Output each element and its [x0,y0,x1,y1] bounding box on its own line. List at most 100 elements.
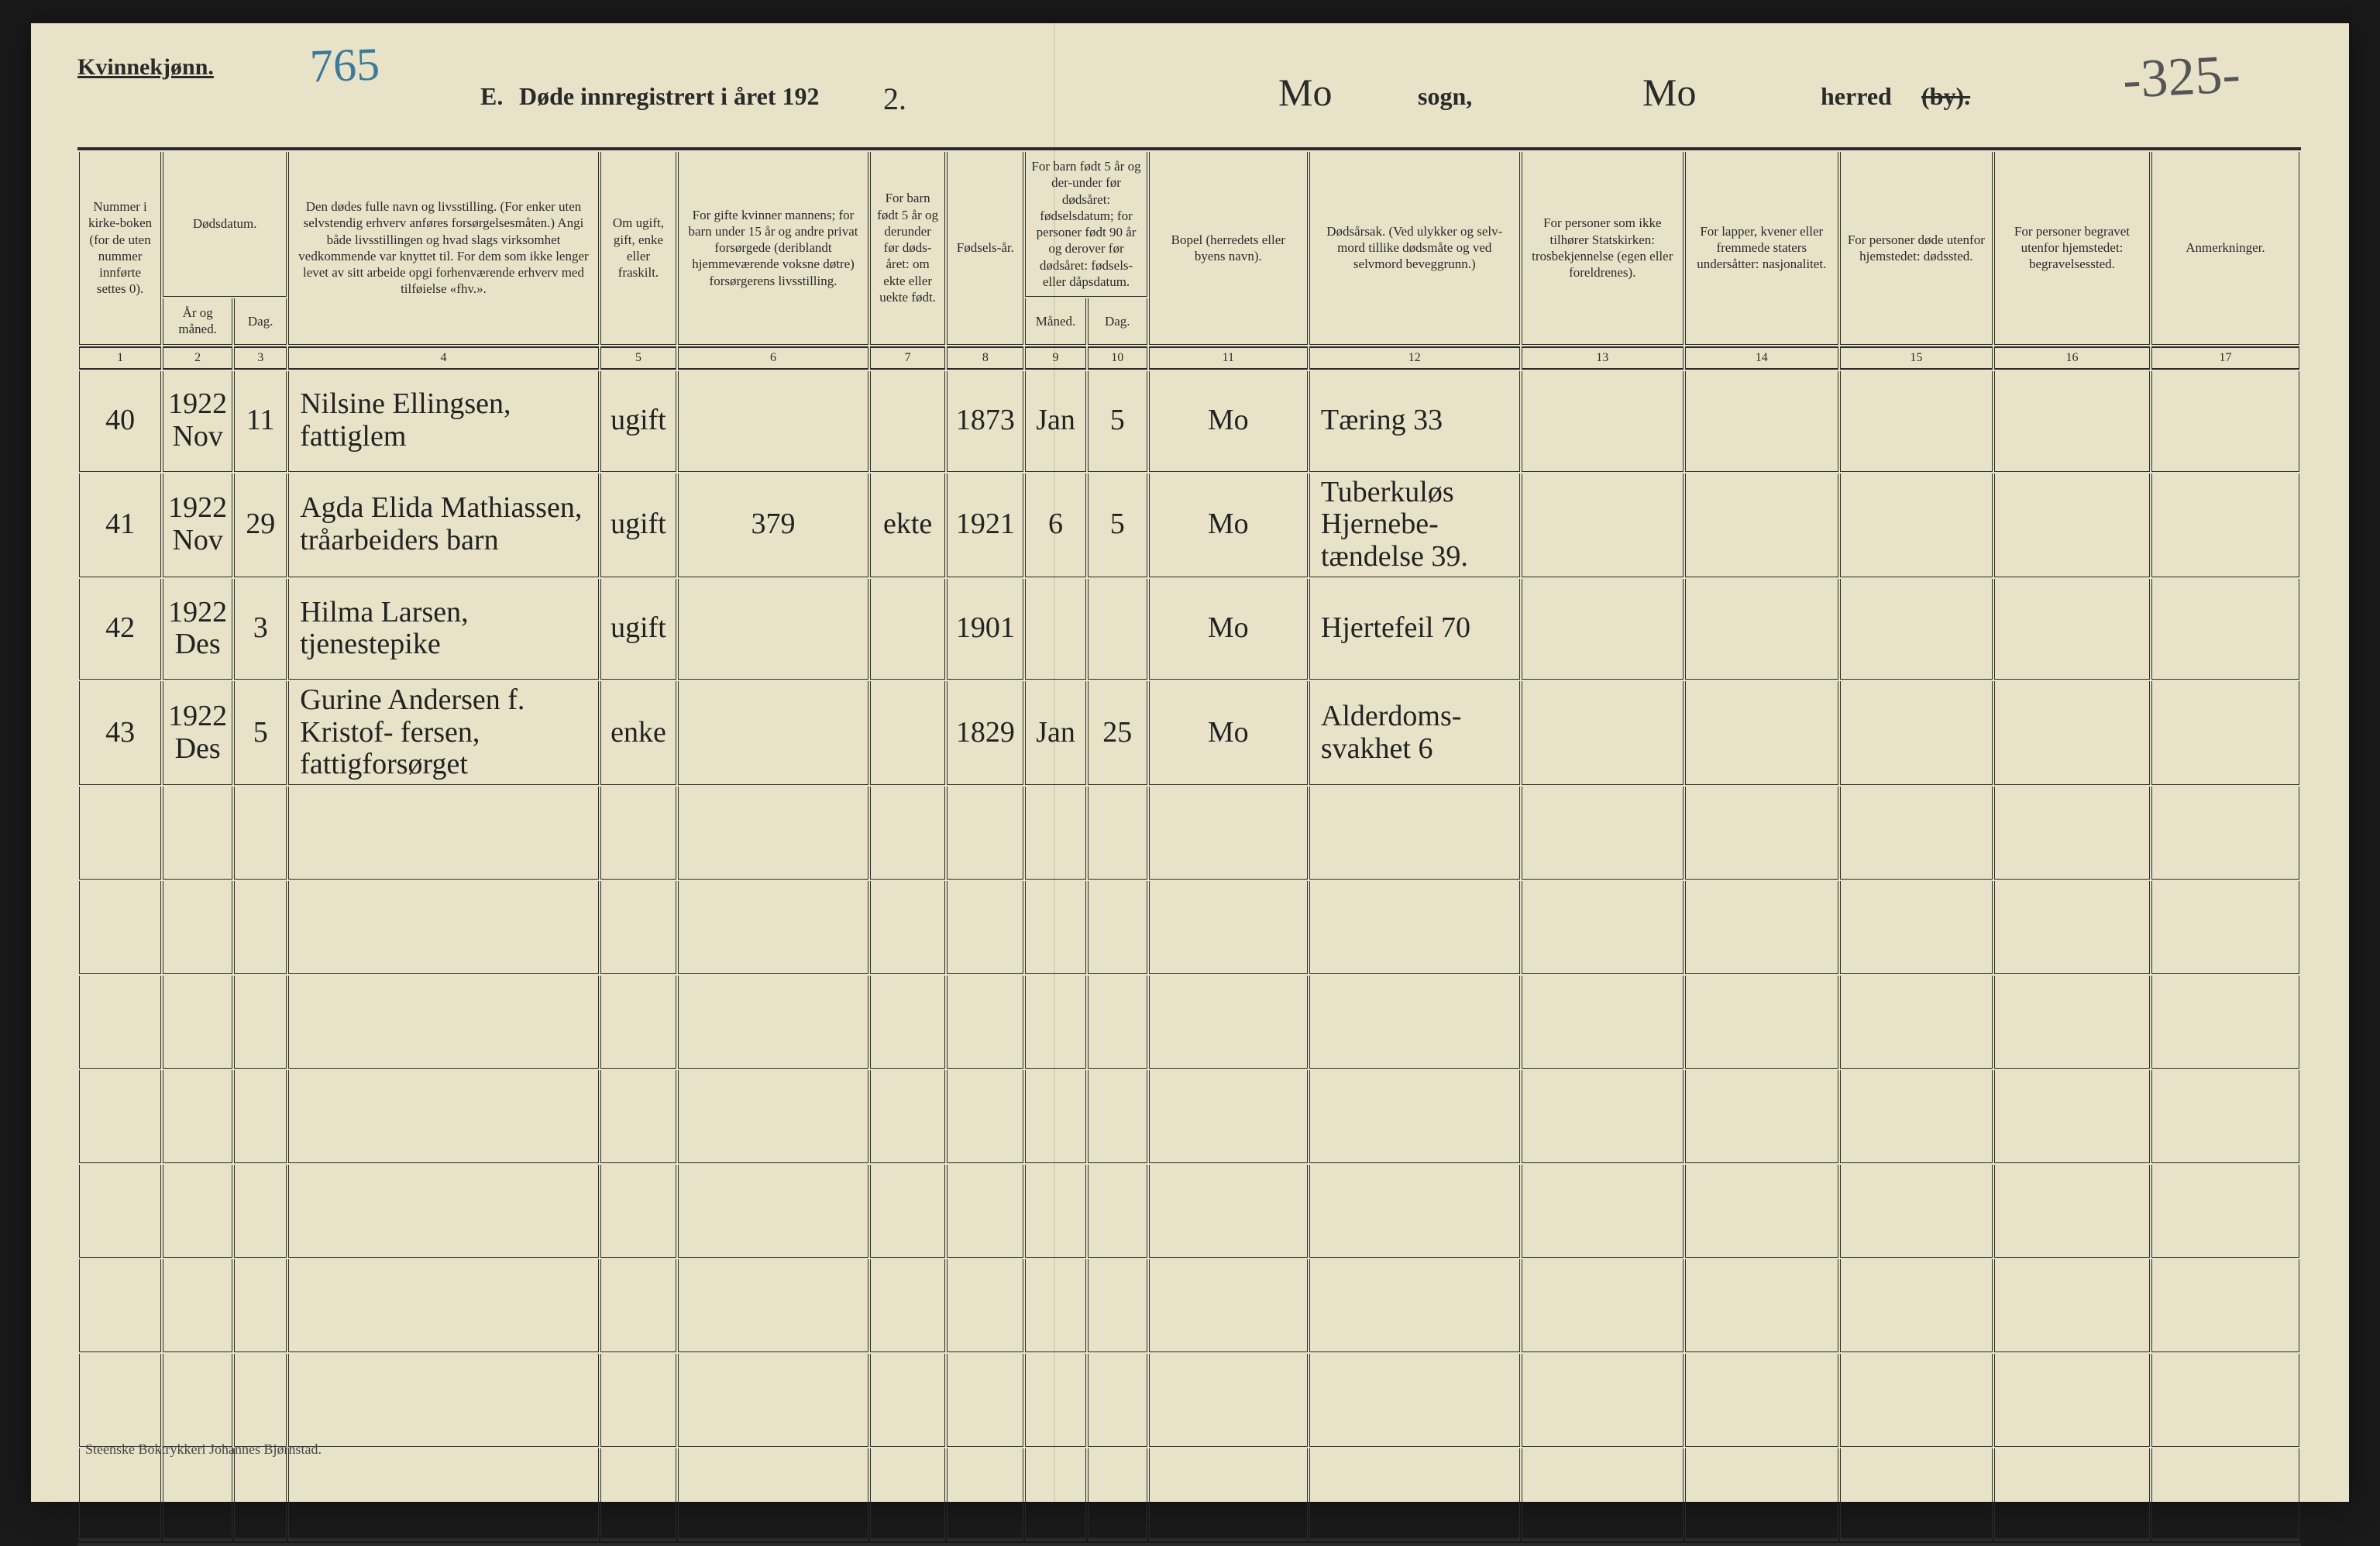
page-header: Kvinnekjønn. 765 E. Døde innregistrert i… [77,54,2301,124]
cell: Agda Elida Mathiassen, tråarbeiders barn [288,473,599,577]
cell-blank [2151,1354,2299,1447]
colnum-cell: 9 [1025,346,1085,370]
cell-blank [2151,787,2299,880]
cell: ugift [600,579,676,680]
cell [870,371,946,472]
printer-footer: Steenske Boktrykkeri Johannes Bjørnstad. [85,1441,322,1458]
cell-blank [1994,976,2150,1069]
cell-blank [1994,1259,2150,1352]
cell-blank [1522,1448,1684,1541]
h-col14: For lapper, kvener eller fremmede stater… [1685,152,1838,345]
cell [870,579,946,680]
cell-blank [1994,881,2150,974]
cell-blank [163,1070,232,1163]
cell [1025,579,1085,680]
herred-handwritten: Mo [1642,70,1696,115]
cell-blank [947,1448,1023,1541]
cell: ekte [870,473,946,577]
cell-blank [1840,1354,1993,1447]
cell: Tæring 33 [1309,371,1520,472]
sogn-label: sogn, [1418,82,1472,111]
cell [870,681,946,785]
cell-blank [678,1448,868,1541]
cell-blank [600,976,676,1069]
cell-blank [947,881,1023,974]
table-head: Nummer i kirke-boken (for de uten nummer… [79,152,2299,370]
cell-blank [947,976,1023,1069]
cell-blank [1994,1165,2150,1258]
cell [1522,579,1684,680]
cell-blank [1840,1448,1993,1541]
cell: 1921 [947,473,1023,577]
cell [1994,473,2150,577]
cell-blank [1309,1354,1520,1447]
cell: Mo [1149,371,1308,472]
cell-blank [1522,787,1684,880]
colnum-cell: 4 [288,346,599,370]
table-row: 421922Des3Hilma Larsen, tjenestepikeugif… [79,579,2299,680]
title-year-handwritten: 2. [883,81,906,117]
cell: Nilsine Ellingsen, fattiglem [288,371,599,472]
cell-blank [1685,976,1838,1069]
cell: 5 [1088,473,1147,577]
colnum-cell: 1 [79,346,161,370]
colnum-cell: 16 [1994,346,2150,370]
cell: 1922Nov [163,473,232,577]
cell: 1901 [947,579,1023,680]
cell-blank [79,1259,161,1352]
cell-blank [1685,1070,1838,1163]
cell [1685,579,1838,680]
cell-blank [79,881,161,974]
cell: Jan [1025,681,1085,785]
cell-blank [870,1165,946,1258]
h-col12: Dødsårsak. (Ved ulykker og selv-mord til… [1309,152,1520,345]
cell-blank [1994,1448,2150,1541]
h-col5: Om ugift, gift, enke eller fraskilt. [600,152,676,345]
cell: 6 [1025,473,1085,577]
by-struckout: (by). [1921,82,1970,111]
cell-blank [1994,1070,2150,1163]
cell-blank [1685,1165,1838,1258]
cell [1088,579,1147,680]
cell: Mo [1149,579,1308,680]
cell-blank [2151,1259,2299,1352]
colnum-cell: 8 [947,346,1023,370]
cell-blank [79,1165,161,1258]
cell: 25 [1088,681,1147,785]
cell [1685,473,1838,577]
cell-blank [1088,787,1147,880]
cell-blank [1149,1354,1308,1447]
cell-blank [870,1354,946,1447]
cell: Jan [1025,371,1085,472]
cell-blank [1309,1165,1520,1258]
cell-blank [600,1354,676,1447]
cell-blank [288,1070,599,1163]
cell-blank [1088,1070,1147,1163]
cell-blank [1309,1448,1520,1541]
cell-blank [947,787,1023,880]
table-row-blank [79,1070,2299,1163]
colnum-cell: 2 [163,346,232,370]
cell-blank [163,1165,232,1258]
cell-blank [1685,1448,1838,1541]
colnum-cell: 11 [1149,346,1308,370]
cell-blank [1685,1354,1838,1447]
cell-blank [234,1165,287,1258]
h-col2a: År og måned. [163,298,232,345]
cell-blank [1025,1354,1085,1447]
cell-blank [1994,1354,2150,1447]
cell-blank [1149,1165,1308,1258]
cell-blank [1149,976,1308,1069]
cell: 40 [79,371,161,472]
cell [1522,473,1684,577]
cell-blank [1685,787,1838,880]
cell-blank [678,976,868,1069]
cell-blank [1025,1070,1085,1163]
cell-blank [678,787,868,880]
cell-blank [2151,976,2299,1069]
cell-blank [1840,1165,1993,1258]
cell-blank [288,1165,599,1258]
cell-blank [163,976,232,1069]
colnum-cell: 13 [1522,346,1684,370]
cell-blank [600,1448,676,1541]
